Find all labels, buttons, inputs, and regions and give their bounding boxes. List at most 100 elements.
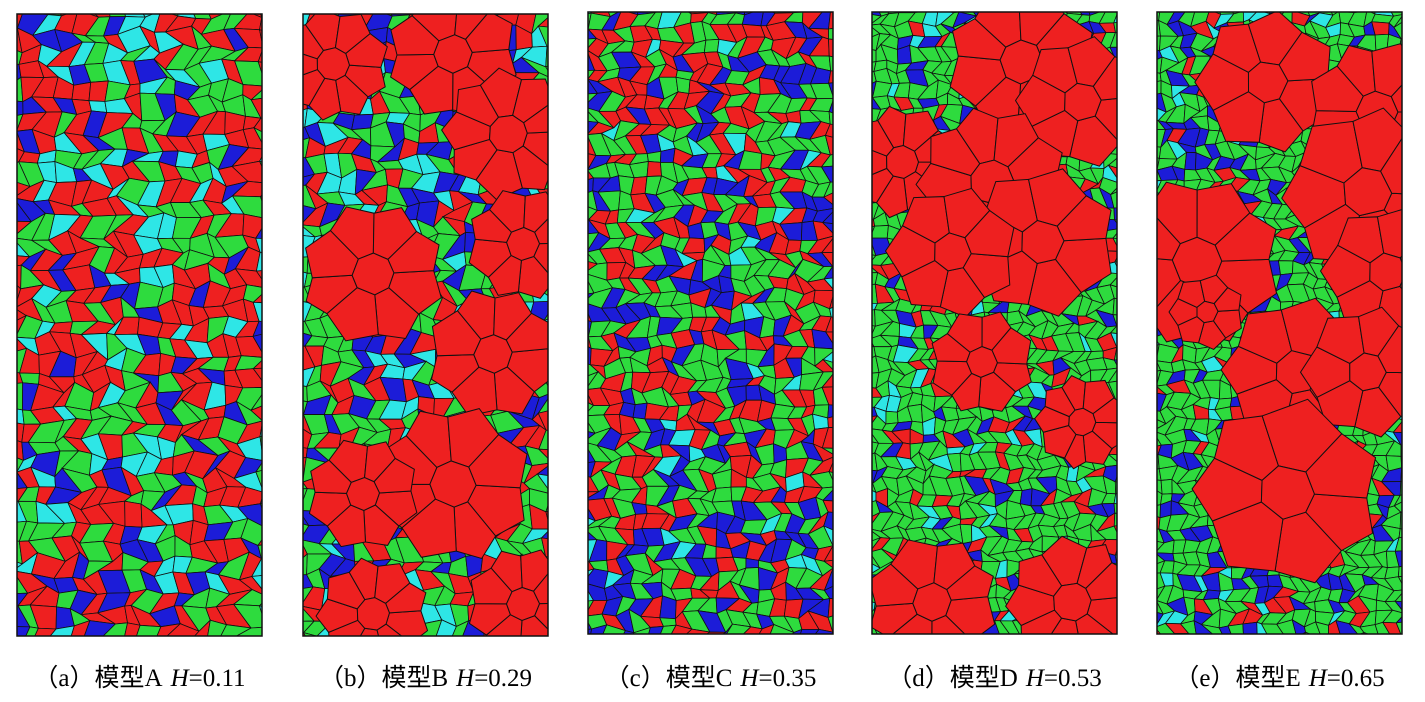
cell	[1405, 551, 1424, 565]
cell	[560, 186, 581, 208]
cell	[234, 268, 262, 288]
cell	[537, 398, 548, 414]
cell	[715, 639, 732, 655]
cell	[518, 14, 520, 15]
cell	[811, 328, 833, 350]
cell	[844, 165, 863, 183]
cell	[233, 27, 262, 49]
cell	[588, 370, 600, 387]
cell	[840, 302, 863, 322]
cell	[560, 540, 581, 563]
cell	[562, 489, 586, 510]
cell	[1393, 15, 1402, 28]
cell	[271, 535, 292, 559]
cell	[17, 626, 31, 636]
cell	[821, 221, 833, 234]
cell	[235, 626, 262, 636]
cell	[272, 81, 297, 99]
big-cell	[316, 47, 350, 81]
cell	[415, 637, 445, 659]
cell	[273, 137, 301, 146]
cell	[1126, 588, 1141, 603]
cell	[235, 400, 262, 426]
cell	[1120, 573, 1141, 589]
cells	[1157, 0, 1425, 634]
cell	[20, 644, 39, 665]
cell	[1126, 297, 1141, 316]
cell	[273, 115, 297, 139]
cell	[277, 268, 293, 289]
cell	[557, 574, 581, 588]
cell	[559, 345, 583, 362]
cell	[252, 333, 262, 353]
cell	[1410, 254, 1425, 265]
cell	[1411, 429, 1425, 443]
cell	[1112, 237, 1117, 247]
cell	[1407, 158, 1425, 165]
big-cell	[473, 334, 513, 374]
cell	[872, 309, 876, 327]
cell	[934, 635, 950, 649]
cell	[1371, 21, 1390, 36]
cell	[1064, 12, 1068, 15]
cell	[1121, 225, 1143, 243]
cell	[1123, 380, 1144, 399]
cell	[659, 595, 677, 620]
cell	[1126, 333, 1139, 350]
cell	[34, 627, 57, 636]
cell	[823, 559, 833, 569]
cell	[252, 320, 262, 337]
cell	[435, 619, 457, 636]
cell	[1243, 0, 1258, 11]
cell	[844, 71, 862, 85]
cell	[233, 471, 262, 493]
cell	[136, 637, 161, 662]
cell	[560, 525, 580, 543]
cell	[231, 160, 262, 184]
cell	[823, 585, 833, 600]
cell	[792, 12, 804, 14]
cell	[386, 637, 410, 657]
caption-symbol: H	[1025, 665, 1046, 692]
cell	[843, 405, 857, 415]
cell	[820, 252, 833, 267]
cell	[1399, 481, 1402, 497]
cell	[272, 179, 297, 202]
cell	[675, 76, 691, 94]
cell	[183, 649, 210, 665]
cell	[1120, 561, 1142, 577]
cell	[828, 461, 833, 473]
cell	[17, 382, 24, 411]
cell	[1180, 0, 1196, 11]
cell	[436, 637, 458, 659]
cell	[303, 256, 309, 274]
cell	[1124, 623, 1141, 640]
cell	[1126, 81, 1146, 95]
cell	[194, 619, 211, 636]
cell	[820, 165, 833, 183]
cell	[1120, 551, 1142, 566]
cell	[555, 393, 583, 409]
cell	[839, 190, 859, 209]
cell	[822, 351, 833, 363]
cell	[275, 34, 302, 47]
cell	[825, 316, 833, 333]
cell	[821, 211, 833, 225]
cell	[826, 12, 831, 13]
cell	[1102, 357, 1117, 370]
cell	[268, 434, 297, 461]
cell	[560, 168, 588, 188]
cell	[839, 541, 861, 562]
cell	[843, 414, 859, 431]
cell	[555, 459, 583, 478]
big-cell	[517, 255, 548, 299]
cell	[897, 633, 913, 634]
cell	[563, 92, 583, 111]
cell	[1112, 297, 1117, 316]
cell	[1413, 44, 1425, 61]
cell	[258, 160, 262, 168]
cell	[561, 28, 588, 50]
cell	[1125, 45, 1140, 63]
cell	[1128, 9, 1140, 22]
mosaic-panel	[302, 13, 588, 659]
